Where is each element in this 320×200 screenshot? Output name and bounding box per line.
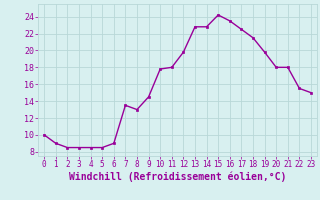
X-axis label: Windchill (Refroidissement éolien,°C): Windchill (Refroidissement éolien,°C): [69, 172, 286, 182]
